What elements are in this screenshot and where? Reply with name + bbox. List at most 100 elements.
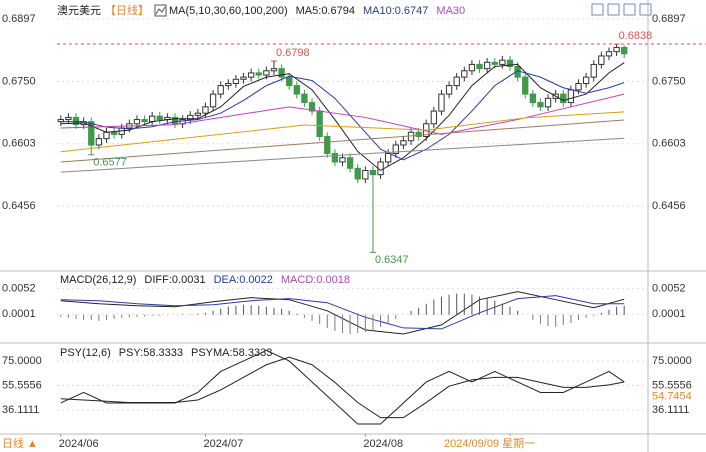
candle-body [453,76,460,87]
candle-body [362,169,369,180]
annotation-label: 0.6347 [375,254,409,266]
y-tick-label: 75.0000 [652,355,692,367]
toolbar-icon[interactable] [591,3,604,16]
candle-body [88,121,95,146]
toolbar-icon[interactable] [639,3,652,16]
toolbar-icon[interactable] [623,3,636,16]
candle-body [392,144,399,154]
candle-body [171,116,179,125]
candle-body [483,61,491,70]
candle-body [491,61,498,65]
candle-body [445,85,453,95]
y-tick-label: 0.6897 [2,13,36,25]
candle-body [202,106,209,114]
candle-body [156,115,163,121]
y-tick-label: 0.6456 [652,200,686,212]
candle-body [308,102,316,112]
candle-body [407,131,415,142]
candle-body [232,78,240,84]
candle-body [225,82,232,87]
indicator-line [60,137,625,173]
candle-body [339,157,346,163]
indicator-line [60,291,625,335]
candle-body [57,119,64,123]
panel-title: MA(5,10,30,60,100,200) [169,5,288,17]
toolbar-icons[interactable] [591,3,652,16]
candle-body [263,70,270,76]
indicator-line [60,295,625,330]
candle-body [187,114,194,121]
candle-body [613,46,620,53]
candle-body [598,55,605,65]
candle-body [560,93,567,104]
indicator-line [60,93,625,135]
period: 【日线】 [105,3,149,17]
panel-title: MACD(26,12,9) [60,274,136,286]
candle-body [103,131,110,140]
annotation-label: 0.6798 [276,47,310,59]
indicator-line [60,70,625,161]
candle-body [301,93,308,104]
candle-body [194,112,202,116]
legend-entry: MA5:0.6794 [296,5,355,17]
y-tick-label: 0.0001 [2,308,36,320]
legend-entry: MA30 [436,5,465,17]
y-tick-label: 0.6750 [2,75,36,87]
plot-layer: 澳元美元 【日线】 0.6897 0.6897 0.6750 0.6750 0.6603 0.… [2,3,706,450]
candle-body [537,102,544,108]
candle-body [247,72,255,78]
y-tick-label: 0.6603 [2,138,36,150]
candle-body [240,76,247,80]
x-tick-label: 2024/07 [203,438,243,450]
x-tick-label: 2024/06 [59,438,99,450]
indicator-line [60,119,625,163]
legend-entry: DEA:0.0022 [214,274,273,286]
candle-body [65,116,72,121]
candle-body [278,68,285,78]
candle-body [582,76,590,84]
period-switch[interactable]: 日线 ▲ [2,436,38,450]
panel-title: PSY(12,6) [60,347,111,359]
legend-entry: DIFF:0.0031 [144,274,205,286]
candle-body [385,152,392,163]
candle-body [499,59,506,65]
legend-entry: PSYMA:58.3333 [191,347,272,359]
axis-tag-bg [650,389,704,403]
y-tick-label: 55.5556 [2,379,42,391]
cursor-bg [440,436,552,451]
y-tick-label: 0.6897 [652,13,686,25]
toolbar-icon[interactable] [607,3,620,16]
y-tick-label: 0.0001 [652,308,686,320]
candle-body [95,138,103,146]
candle-body [270,68,278,72]
candle-body [567,89,575,104]
candle-body [149,115,156,123]
legend-entry: MACD:0.0018 [281,274,350,286]
y-tick-label: 55.5556 [652,379,692,391]
y-tick-label: 0.6750 [652,75,686,87]
candle-body [133,119,141,125]
axis-tag: 54.7454 [652,390,692,402]
legend-entry: MA10:0.6747 [363,5,428,17]
candle-body [293,85,300,95]
ma-icon [154,4,167,17]
candle-body [529,93,536,104]
y-tick-label: 75.0000 [2,355,42,367]
candle-body [110,131,118,135]
candle-body [369,169,377,176]
annotation-label: 0.6838 [619,30,653,42]
candle-body [331,152,339,163]
legend-entry: PSY:58.3333 [119,347,183,359]
indicator-line [60,62,625,172]
candle-body [438,93,445,112]
candle-body [544,97,552,108]
candle-body [415,131,422,138]
candle-body [217,85,224,95]
candle-body [209,93,217,108]
candle-body [324,136,331,154]
ma-icon-line [155,6,166,15]
candle-body [286,76,293,87]
corner-bg [0,436,52,451]
